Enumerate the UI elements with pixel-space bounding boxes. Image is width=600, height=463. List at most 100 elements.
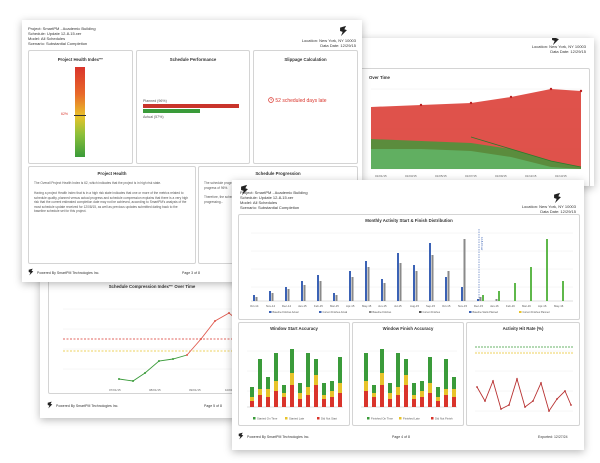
bar <box>447 271 450 301</box>
xtick: 01/13/15 <box>555 174 567 178</box>
stack-green <box>322 383 326 395</box>
compression-panel: Schedule Compression Index™ Over Time 07… <box>48 280 256 394</box>
stack-green <box>388 383 392 393</box>
legend-label: Baseline Finishes <box>373 311 393 314</box>
legend-swatch <box>367 417 370 420</box>
xtick: Sep-15 <box>426 304 435 308</box>
xtick: Dec-15 <box>474 304 483 308</box>
xtick: Feb-15 <box>314 304 323 308</box>
stack-green <box>314 359 318 375</box>
stack-red <box>266 397 270 407</box>
model-text: Model: All Schedules <box>28 36 66 41</box>
schedule-text: Schedule: Update 12-8-15.xer <box>240 195 294 200</box>
xtick: 01/11/15 <box>525 174 537 178</box>
compression-green-line <box>118 354 188 382</box>
bar <box>255 297 258 301</box>
clock-icon <box>268 97 274 103</box>
actual-label: Actual (57%) <box>143 115 164 119</box>
schedule-text: Schedule: Update 12-8-15.xer <box>28 31 82 36</box>
stack-yellow <box>404 375 408 385</box>
smartpm-logo-icon <box>241 184 248 196</box>
xtick: Oct-14 <box>250 304 259 308</box>
xtick: Oct-15 <box>442 304 451 308</box>
planned-label: Planned (96%) <box>143 99 167 103</box>
stack-green <box>372 385 376 393</box>
slippage-title: Slippage Calculation <box>284 57 327 62</box>
stack-red <box>250 401 254 407</box>
stack-yellow <box>428 383 432 393</box>
stack-green <box>274 353 278 381</box>
smartpm-logo-icon <box>554 192 561 204</box>
stack-yellow <box>396 387 400 395</box>
xtick: Jul-15 <box>394 304 402 308</box>
chart-title: Over Time <box>369 75 390 80</box>
stack-yellow <box>330 391 334 397</box>
xtick: Mar-16 <box>522 304 531 308</box>
page4-header-left: Project: SmartPM - Academic Building Sch… <box>240 190 308 210</box>
legend-label: Did Not Start <box>321 417 337 421</box>
slippage-panel: Slippage Calculation 52 scheduled days l… <box>253 50 358 164</box>
compression-chart: 07/01/15 08/01/15 09/01/15 10/01/15 <box>63 308 249 392</box>
stack-green <box>258 359 262 389</box>
stack-red <box>428 393 432 407</box>
stack-green <box>380 349 384 373</box>
xtick: Feb-16 <box>506 304 515 308</box>
window-finish-chart: Finished On Time Finished Late Did Not Fin… <box>361 349 457 421</box>
xtick: 09/01/15 <box>189 388 201 392</box>
monthly-distribution-title: Monthly Activity Start & Finish Distribu… <box>365 218 453 223</box>
planned-bar <box>143 104 239 108</box>
bar <box>349 271 351 301</box>
legend-swatch <box>419 311 422 313</box>
xtick: Nov-14 <box>266 304 275 308</box>
activity-hit-rate-title: Activity Hit Rate (%) <box>502 326 544 331</box>
bar <box>429 243 431 301</box>
xtick: Jan-15 <box>298 304 307 308</box>
stack-red <box>380 385 384 407</box>
schedule-progression-title: Schedule Progression <box>255 171 301 176</box>
page-number: Page 4 of 8 <box>392 435 410 439</box>
stack-green <box>282 385 286 393</box>
legend-label: Current Finishes Actual <box>323 311 348 314</box>
scenario-text: Scenario: Substantial Completion <box>28 41 88 46</box>
bar <box>269 291 271 301</box>
bar <box>498 291 500 301</box>
stack-yellow <box>258 389 262 395</box>
health-value: 62% <box>61 112 69 116</box>
xtick: 01/01/15 <box>375 174 387 178</box>
legend-label: Baseline Starts Planned <box>473 311 499 314</box>
bar <box>287 289 290 301</box>
green-area <box>371 139 581 169</box>
stack-red <box>404 385 408 407</box>
stack-red <box>338 393 342 407</box>
area-chart: 01/01/15 01/03/15 01/05/15 01/07/15 01/0… <box>371 87 583 185</box>
stack-red <box>412 399 416 407</box>
legend-label: Finished Late <box>403 417 420 421</box>
legend-label: Current Finishes <box>423 311 441 314</box>
stack-yellow <box>420 391 424 397</box>
location-text: Location: New York, NY 10003 <box>521 204 576 209</box>
bar <box>317 275 319 301</box>
stack-green <box>428 357 432 383</box>
bar <box>482 295 484 301</box>
legend-swatch <box>369 311 372 313</box>
legend-label: Did Not Finish <box>435 417 453 421</box>
stack-red <box>314 385 318 407</box>
bar <box>546 239 548 301</box>
schedule-performance-panel: Schedule Performance Planned (96%) Actua… <box>136 50 250 164</box>
smartpm-logo-icon <box>28 268 34 276</box>
legend-label: Started On Time <box>257 417 278 421</box>
page-number: Page 5 of 8 <box>204 404 222 408</box>
stack-yellow <box>388 393 392 399</box>
bar <box>335 295 338 301</box>
scenario-text: Scenario: Substantial Completion <box>240 205 300 210</box>
stack-yellow <box>250 397 254 401</box>
stack-red <box>282 397 286 407</box>
stack-yellow <box>322 395 326 399</box>
window-start-chart: Started On Time Started Late Did Not Start <box>247 349 343 421</box>
stack-yellow <box>452 389 456 397</box>
legend-label: Current Finishes Planned <box>523 311 551 314</box>
stack-red <box>306 395 310 407</box>
stack-yellow <box>306 387 310 395</box>
window-start-title: Window Start Accuracy <box>270 326 318 331</box>
stack-yellow <box>372 393 376 397</box>
